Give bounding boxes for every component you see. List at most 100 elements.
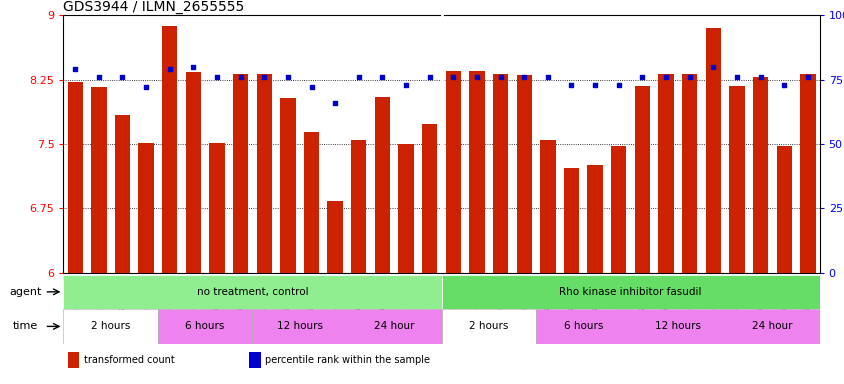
Bar: [327, 202, 343, 273]
Point: [163, 66, 176, 73]
Bar: [300, 15, 323, 273]
Bar: [752, 77, 767, 273]
Point: [376, 74, 389, 80]
Point: [658, 74, 672, 80]
Bar: [445, 71, 461, 273]
Bar: [394, 15, 418, 273]
Bar: [134, 15, 158, 273]
Bar: [91, 86, 106, 273]
Text: agent: agent: [9, 287, 41, 297]
Point: [493, 74, 506, 80]
Text: transformed count: transformed count: [84, 355, 175, 365]
Bar: [441, 15, 464, 273]
Text: no treatment, control: no treatment, control: [197, 287, 308, 297]
Bar: [630, 15, 653, 273]
Bar: [374, 97, 390, 273]
Point: [611, 82, 625, 88]
Bar: [582, 15, 606, 273]
Bar: [748, 15, 771, 273]
Point: [139, 84, 153, 91]
Bar: [347, 15, 371, 273]
Bar: [138, 143, 154, 273]
Text: time: time: [13, 321, 38, 331]
Point: [328, 100, 342, 106]
Bar: [111, 15, 134, 273]
Bar: [724, 309, 819, 344]
Bar: [464, 15, 488, 273]
Bar: [304, 132, 319, 273]
Bar: [323, 15, 347, 273]
Point: [187, 64, 200, 70]
Point: [116, 74, 129, 80]
Text: percentile rank within the sample: percentile rank within the sample: [265, 355, 430, 365]
Bar: [63, 275, 441, 309]
Point: [776, 82, 790, 88]
Point: [540, 74, 554, 80]
Bar: [771, 15, 795, 273]
Point: [234, 74, 247, 80]
Bar: [276, 15, 300, 273]
Point: [706, 64, 719, 70]
Bar: [252, 309, 347, 344]
Bar: [249, 353, 261, 368]
Text: 24 hour: 24 hour: [751, 321, 792, 331]
Point: [800, 74, 814, 80]
Bar: [68, 82, 83, 273]
Point: [469, 74, 483, 80]
Bar: [441, 275, 819, 309]
Text: 12 hours: 12 hours: [654, 321, 700, 331]
Text: 2 hours: 2 hours: [468, 321, 508, 331]
Bar: [280, 98, 295, 273]
Text: 12 hours: 12 hours: [276, 321, 322, 331]
Bar: [724, 15, 748, 273]
Point: [587, 82, 601, 88]
Bar: [630, 309, 724, 344]
Bar: [657, 74, 673, 273]
Bar: [63, 15, 87, 273]
Bar: [115, 115, 130, 273]
Bar: [539, 140, 555, 273]
Point: [399, 82, 413, 88]
Point: [352, 74, 365, 80]
Bar: [799, 74, 814, 273]
Text: 24 hour: 24 hour: [374, 321, 414, 331]
Bar: [701, 15, 724, 273]
Point: [753, 74, 766, 80]
Bar: [559, 15, 582, 273]
Bar: [516, 75, 531, 273]
Bar: [186, 72, 201, 273]
Text: GDS3944 / ILMN_2655555: GDS3944 / ILMN_2655555: [63, 0, 244, 14]
Point: [281, 74, 295, 80]
Bar: [610, 146, 625, 273]
Bar: [418, 15, 441, 273]
Bar: [257, 74, 272, 273]
Bar: [233, 74, 248, 273]
Bar: [677, 15, 701, 273]
Bar: [795, 15, 819, 273]
Bar: [563, 168, 578, 273]
Bar: [705, 28, 720, 273]
Point: [305, 84, 318, 91]
Point: [517, 74, 530, 80]
Bar: [209, 143, 225, 273]
Bar: [371, 15, 394, 273]
Text: 2 hours: 2 hours: [91, 321, 130, 331]
Bar: [347, 309, 441, 344]
Bar: [252, 15, 276, 273]
Point: [68, 66, 82, 73]
Bar: [87, 15, 111, 273]
Text: Rho kinase inhibitor fasudil: Rho kinase inhibitor fasudil: [559, 287, 701, 297]
Bar: [653, 15, 677, 273]
Bar: [468, 71, 484, 273]
Bar: [728, 86, 744, 273]
Text: 6 hours: 6 hours: [563, 321, 603, 331]
Bar: [492, 74, 508, 273]
Point: [729, 74, 743, 80]
Text: 6 hours: 6 hours: [186, 321, 225, 331]
Bar: [535, 309, 630, 344]
Bar: [488, 15, 511, 273]
Bar: [681, 74, 696, 273]
Bar: [776, 146, 791, 273]
Bar: [511, 15, 535, 273]
Bar: [229, 15, 252, 273]
